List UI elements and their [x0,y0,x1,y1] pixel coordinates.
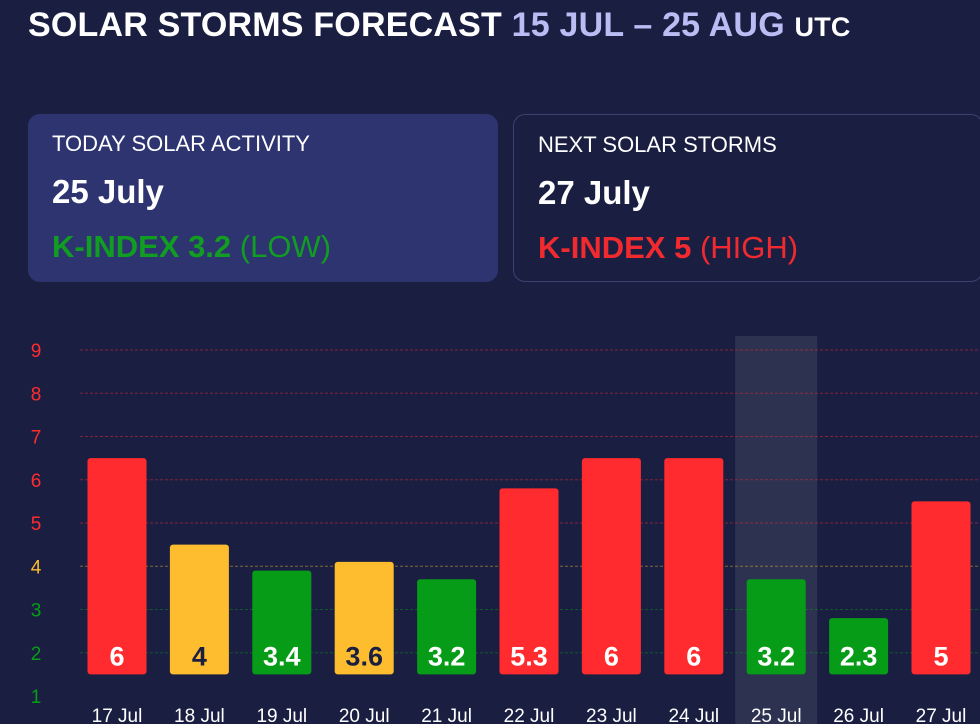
x-tick-label: 24 Jul [668,706,719,724]
today-kindex-level: (LOW) [239,229,332,264]
today-activity-card: TODAY SOLAR ACTIVITY 25 July K-INDEX 3.2… [28,114,498,282]
bar-value-label: 4 [192,641,207,671]
y-tick-label: 3 [31,601,42,622]
today-card-date: 25 July [52,173,164,210]
timezone-label: UTC [794,12,851,42]
x-tick-label: 17 Jul [92,706,143,724]
y-tick-label: 1 [31,687,42,708]
bar [911,501,971,675]
next-kindex-level: (HIGH) [699,230,799,265]
bar [252,570,312,675]
x-tick-label: 27 Jul [916,706,967,724]
next-storm-card: NEXT SOLAR STORMS 27 July K-INDEX 5 (HIG… [513,114,980,282]
bar-value-label: 5.3 [510,641,548,671]
y-tick-label: 8 [31,384,42,405]
bar [746,579,806,675]
bar-value-label: 5 [933,641,948,671]
bar-value-label: 3.2 [757,641,795,671]
bar-value-label: 2.3 [840,641,878,671]
x-tick-label: 18 Jul [174,706,225,724]
y-tick-label: 4 [31,557,42,578]
x-tick-label: 23 Jul [586,706,637,724]
bar-value-label: 3.2 [428,641,466,671]
x-tick-label: 26 Jul [833,706,884,724]
y-tick-label: 6 [31,471,42,492]
today-kindex: K-INDEX 3.2 (LOW) [52,229,474,265]
x-tick-label: 19 Jul [256,706,307,724]
bar [169,544,229,675]
y-tick-label: 5 [31,514,42,535]
next-kindex: K-INDEX 5 (HIGH) [538,230,958,266]
bar [87,458,147,675]
y-tick-label: 9 [31,341,42,362]
bar [581,458,641,675]
bar [334,561,394,675]
bar-value-label: 3.6 [345,641,383,671]
bar [499,488,559,675]
next-kindex-value: K-INDEX 5 [538,230,692,265]
bar [829,618,889,675]
x-tick-label: 20 Jul [339,706,390,724]
bar-value-label: 6 [109,641,124,671]
bar [664,458,724,675]
title-text: SOLAR STORMS FORECAST [28,6,502,44]
bar-value-label: 6 [686,641,701,671]
x-tick-label: 21 Jul [421,706,472,724]
y-tick-label: 2 [31,644,42,665]
bar-value-label: 3.4 [263,641,301,671]
next-card-label: NEXT SOLAR STORMS [538,132,777,157]
kindex-bar-chart: 1 2 3 4 5 6 7 8 9 6 17 Jul 4 18 Jul 3.4 19 Jul 3.6 20 Ju… [31,336,980,724]
bar-value-label: 6 [604,641,619,671]
y-tick-label: 7 [31,428,42,449]
bar [417,579,477,675]
today-card-label: TODAY SOLAR ACTIVITY [52,131,310,156]
next-card-date: 27 July [538,174,650,211]
x-tick-label: 25 Jul [751,706,802,724]
x-tick-label: 22 Jul [504,706,555,724]
page-title: SOLAR STORMS FORECAST 15 JUL – 25 AUG UT… [28,6,851,45]
today-kindex-value: K-INDEX 3.2 [52,229,232,264]
date-range: 15 JUL – 25 AUG [511,6,785,44]
